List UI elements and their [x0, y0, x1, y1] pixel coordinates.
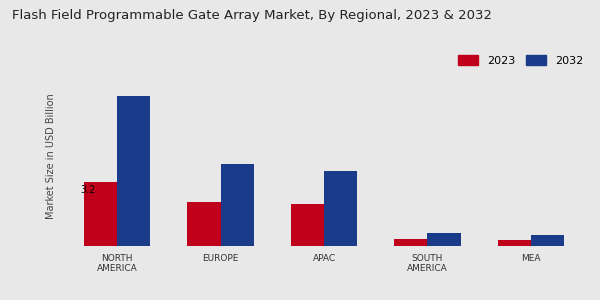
Bar [427, 233, 461, 246]
Text: 3.2: 3.2 [80, 185, 95, 195]
Bar [324, 171, 357, 246]
Bar [291, 204, 324, 246]
Bar [394, 239, 427, 246]
Legend: 2023, 2032: 2023, 2032 [454, 51, 588, 70]
Bar [84, 182, 117, 246]
Y-axis label: Market Size in USD Billion: Market Size in USD Billion [46, 93, 56, 219]
Text: Flash Field Programmable Gate Array Market, By Regional, 2023 & 2032: Flash Field Programmable Gate Array Mark… [12, 9, 492, 22]
Bar [187, 202, 221, 246]
Bar [221, 164, 254, 246]
Bar [531, 235, 564, 246]
Bar [117, 96, 150, 246]
Bar [498, 240, 531, 246]
